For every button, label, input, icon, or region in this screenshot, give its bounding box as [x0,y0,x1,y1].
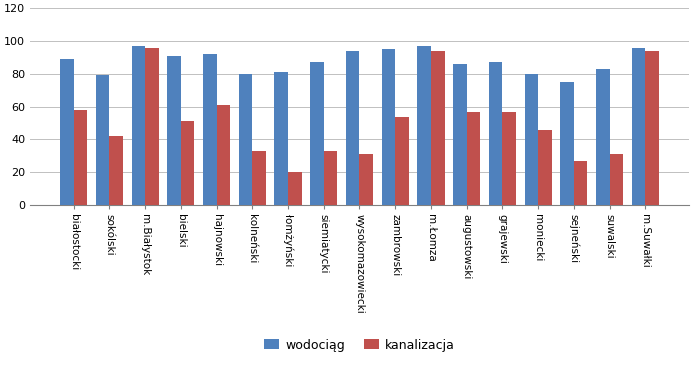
Bar [382,49,395,205]
Bar [502,112,516,205]
Bar [645,51,659,205]
Bar [596,69,610,205]
Bar [560,82,574,205]
Legend: wodociąg, kanalizacja: wodociąg, kanalizacja [259,333,460,357]
Bar [252,151,266,205]
Bar [96,75,109,205]
Bar [274,72,288,205]
Bar [288,172,301,205]
Bar [60,59,73,205]
Bar [453,64,466,205]
Bar [310,62,324,205]
Bar [360,154,373,205]
Bar [574,161,588,205]
Bar [217,105,230,205]
Bar [489,62,502,205]
Bar [167,56,181,205]
Bar [324,151,337,205]
Bar [238,74,252,205]
Bar [417,46,431,205]
Bar [466,112,480,205]
Bar [395,116,409,205]
Bar [145,48,159,205]
Bar [203,54,217,205]
Bar [73,110,87,205]
Bar [610,154,623,205]
Bar [632,48,645,205]
Bar [109,136,123,205]
Bar [538,130,552,205]
Bar [132,46,145,205]
Bar [346,51,360,205]
Bar [181,122,195,205]
Bar [525,74,538,205]
Bar [431,51,444,205]
